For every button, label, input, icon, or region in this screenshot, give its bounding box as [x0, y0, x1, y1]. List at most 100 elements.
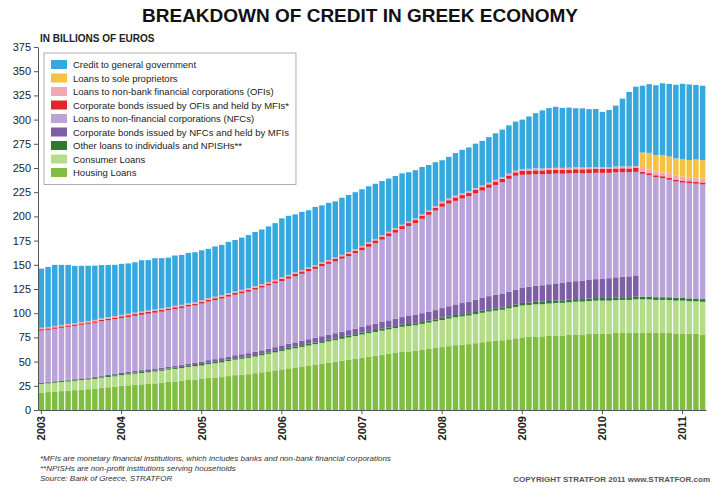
bar-segment — [566, 302, 571, 335]
bar-segment — [466, 147, 471, 191]
bar-segment — [346, 256, 351, 330]
bar-segment — [52, 383, 57, 392]
bar-segment — [580, 299, 585, 302]
bar-segment — [299, 274, 304, 341]
bar-segment — [486, 137, 491, 182]
bar-segment — [600, 298, 605, 301]
bar-segment — [613, 168, 618, 172]
bar-segment — [353, 334, 358, 336]
bar-segment — [172, 256, 177, 306]
bar-segment — [693, 334, 698, 410]
bar-segment — [339, 337, 344, 339]
bar-segment — [580, 108, 585, 167]
bar-segment — [633, 297, 638, 300]
bar-segment — [580, 173, 585, 280]
bar-segment — [466, 191, 471, 193]
bar-segment — [473, 188, 478, 190]
bar-segment — [646, 333, 651, 410]
bar-segment — [660, 300, 665, 333]
bar-segment — [219, 377, 224, 410]
bar-segment — [239, 354, 244, 357]
y-tick-mark — [34, 216, 38, 217]
bar-segment — [105, 319, 110, 320]
y-tick-label: 100 — [13, 307, 31, 319]
bar-segment — [653, 297, 658, 300]
bar-segment — [219, 362, 224, 377]
bar-segment — [279, 345, 284, 349]
y-tick-label: 175 — [13, 235, 31, 247]
bar-segment — [419, 219, 424, 313]
bar-segment — [166, 307, 171, 308]
bar-segment — [546, 168, 551, 170]
bar-segment — [573, 108, 578, 167]
bar-segment — [92, 320, 97, 321]
bar-segment — [606, 334, 611, 410]
bar-segment — [379, 355, 384, 410]
bar-segment — [85, 322, 90, 323]
legend-swatch — [51, 114, 67, 123]
bar-segment — [212, 297, 217, 298]
bar-segment — [586, 109, 591, 167]
bar-segment — [499, 130, 504, 177]
bar-segment — [373, 324, 378, 330]
bar-segment — [239, 290, 244, 291]
bar-segment — [533, 168, 538, 170]
bar-segment — [306, 344, 311, 346]
x-tick-mark — [201, 410, 202, 414]
bar-segment — [479, 311, 484, 313]
bar-segment — [653, 85, 658, 155]
bar-segment — [166, 368, 171, 369]
bar-segment — [246, 356, 251, 357]
bar-segment — [219, 245, 224, 295]
bar-segment — [139, 373, 144, 384]
bar-segment — [79, 266, 84, 322]
bar-segment — [132, 316, 137, 371]
bar-segment — [239, 359, 244, 375]
bar-segment — [680, 181, 685, 183]
bar-segment — [333, 338, 338, 340]
bar-segment — [192, 366, 197, 379]
bar-segment — [85, 389, 90, 410]
bar-segment — [459, 303, 464, 314]
bar-segment — [186, 380, 191, 410]
bar-segment — [633, 87, 638, 166]
bar-segment — [353, 249, 358, 250]
bar-segment — [132, 314, 137, 316]
bar-segment — [119, 264, 124, 315]
bar-segment — [560, 168, 565, 170]
legend-swatch — [51, 141, 67, 150]
bar-segment — [346, 336, 351, 338]
bar-segment — [166, 366, 171, 368]
bar-segment — [179, 305, 184, 306]
bar-segment — [65, 265, 70, 324]
bar-segment — [620, 168, 625, 172]
bar-segment — [186, 363, 191, 365]
bar-segment — [686, 334, 691, 410]
y-tick-label: 350 — [13, 65, 31, 77]
bar-segment — [206, 360, 211, 363]
bar-segment — [279, 218, 284, 277]
bar-segment — [453, 345, 458, 410]
bar-segment — [520, 303, 525, 306]
bar-segment — [206, 363, 211, 364]
y-axis-title: IN BILLIONS OF EUROS — [40, 33, 155, 44]
bar-segment — [506, 179, 511, 292]
x-tick-mark — [602, 410, 603, 414]
bar-segment — [246, 292, 251, 353]
bar-segment — [266, 349, 271, 353]
legend-label: Other loans to individuals and NPISHs** — [73, 140, 242, 151]
bar-segment — [79, 390, 84, 410]
legend-label: Loans to non-bank financial corporations… — [73, 86, 274, 97]
bar-segment — [266, 371, 271, 410]
bar-segment — [660, 297, 665, 300]
bar-segment — [125, 314, 130, 315]
bar-segment — [680, 298, 685, 301]
bar-segment — [486, 183, 491, 185]
bar-segment — [199, 300, 204, 301]
bar-segment — [172, 307, 177, 309]
bar-segment — [626, 172, 631, 276]
bar-segment — [92, 321, 97, 322]
bar-segment — [606, 110, 611, 167]
bar-segment — [580, 334, 585, 410]
bar-segment — [680, 177, 685, 181]
